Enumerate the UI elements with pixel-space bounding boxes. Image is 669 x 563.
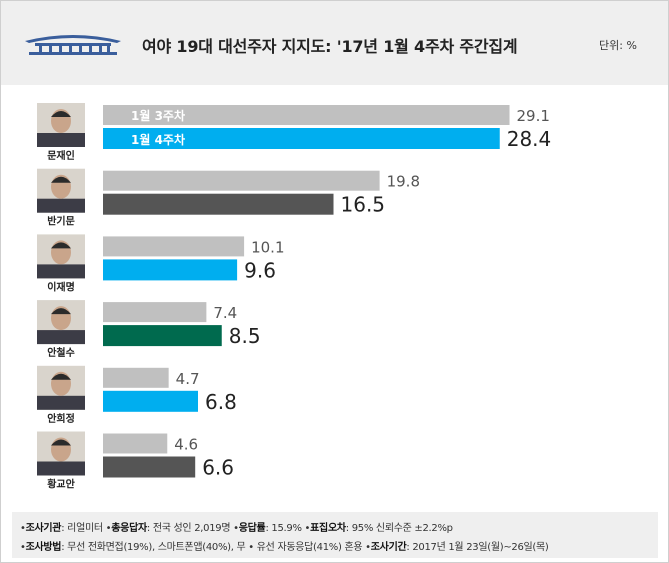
portrait-suit [37, 395, 85, 410]
value-label-prev-week: 4.6 [174, 436, 198, 454]
value-label-current-week: 16.5 [341, 193, 386, 217]
value-label-prev-week: 4.7 [176, 370, 200, 388]
bar-prev-week [103, 170, 380, 191]
candidate-name-label: 이재명 [47, 280, 75, 293]
bar-prev-week [103, 302, 207, 323]
portrait-suit [37, 264, 85, 279]
footer-value: : 전국 성인 2,019명 [146, 523, 231, 534]
footer-value: : 리얼미터 [61, 523, 103, 534]
portrait-hair [51, 439, 71, 446]
portrait-hair [51, 373, 71, 380]
value-label-current-week: 6.6 [202, 456, 234, 480]
candidate-name-label: 문재인 [47, 149, 75, 162]
footer-value: : 무선 전화면접(19%), 스마트폰앱(40%), 무 • 유선 자동응답(… [61, 542, 363, 553]
portrait-hair [51, 242, 71, 249]
bar-prev-week [103, 367, 169, 388]
candidate-name-label: 반기문 [47, 215, 75, 228]
value-label-prev-week: 7.4 [213, 304, 237, 322]
footer-line-1: •조사기관: 리얼미터 •총응답자: 전국 성인 2,019명 •응답률: 15… [20, 523, 453, 534]
footer-label: 조사기관 [25, 523, 62, 534]
bar-current-week [103, 456, 196, 478]
value-label-prev-week: 19.8 [387, 173, 420, 191]
footer-label: 총응답자 [111, 523, 147, 534]
portrait-suit [37, 461, 85, 476]
bar-current-week [103, 193, 334, 215]
footer-line-2: •조사방법: 무선 전화면접(19%), 스마트폰앱(40%), 무 • 유선 … [20, 542, 549, 553]
portrait-suit [37, 133, 85, 147]
footer-label: 응답률 [238, 523, 266, 534]
value-label-current-week: 28.4 [507, 127, 552, 151]
portrait-hair [51, 176, 71, 183]
portrait-suit [37, 198, 85, 213]
legend-label-prev-week: 1월 3주차 [131, 108, 185, 123]
value-label-prev-week: 10.1 [251, 238, 284, 256]
chart-title: 여야 19대 대선주자 지지도: '17년 1월 4주차 주간집계 [142, 37, 518, 56]
footer-label: 조사기간 [370, 542, 407, 553]
value-label-prev-week: 29.1 [517, 107, 550, 125]
candidate-name-label: 안희정 [47, 412, 75, 425]
unit-label: 단위: % [599, 39, 637, 52]
footer-value: : 95% 신뢰수준 ±2.2%p [345, 523, 453, 534]
portrait-hair [51, 111, 71, 117]
value-label-current-week: 8.5 [229, 324, 261, 348]
portrait-hair [51, 308, 71, 315]
bar-current-week [103, 259, 238, 281]
bar-current-week [103, 390, 198, 412]
value-label-current-week: 6.8 [205, 390, 237, 414]
bar-prev-week [103, 433, 168, 454]
survey-footer: •조사기관: 리얼미터 •총응답자: 전국 성인 2,019명 •응답률: 15… [12, 512, 658, 558]
footer-label: 조사방법 [25, 542, 62, 553]
header-banner: 여야 19대 대선주자 지지도: '17년 1월 4주차 주간집계 단위: % [1, 1, 668, 85]
value-label-current-week: 9.6 [244, 258, 276, 282]
candidate-name-label: 황교안 [47, 478, 75, 491]
bar-prev-week [103, 236, 245, 257]
candidate-name-label: 안철수 [47, 346, 75, 359]
portrait-suit [37, 330, 85, 345]
blue-house-logo-icon [25, 35, 121, 55]
legend-label-current-week: 1월 4주차 [131, 132, 185, 147]
bar-current-week [103, 128, 500, 149]
footer-value: : 15.9% [265, 523, 302, 534]
bar-current-week [103, 325, 222, 347]
bar-prev-week [103, 105, 510, 125]
footer-label: 표집오차 [310, 523, 346, 534]
footer-value: : 2017년 1월 23일(월)~26일(목) [406, 542, 549, 553]
